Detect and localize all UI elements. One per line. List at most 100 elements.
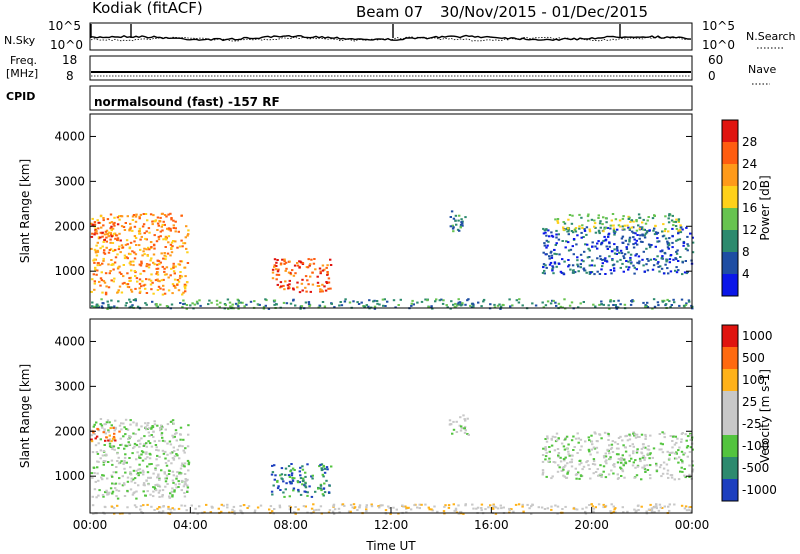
nsearch-trace [90, 36, 691, 42]
power-y-ticks: 1000 2000 3000 4000 [54, 129, 692, 278]
freq-tick-top: 18 [62, 53, 77, 67]
freq-strip: Freq. [MHz] 18 8 60 0 Nave [6, 53, 776, 85]
colorbar-tick-label: -500 [742, 461, 769, 475]
nsky-frame [89, 22, 693, 51]
colorbar-swatch [722, 391, 738, 413]
echo-region-5 [554, 213, 682, 233]
echo-region-0 [90, 212, 190, 296]
nsearch-tick-top: 10^5 [702, 19, 735, 33]
nsky-strip: N.Sky 10^5 10^0 10^5 10^0 N.Search [4, 19, 796, 52]
colorbar-swatch [722, 413, 738, 435]
colorbar-swatch [722, 120, 738, 142]
power-colorbar: 4 8 12 16 20 24 28 [721, 119, 757, 297]
freq-label-1: Freq. [10, 54, 37, 67]
y-tick-label: 2000 [54, 424, 85, 438]
echo-region-5 [91, 503, 693, 515]
colorbar-tick-label: 24 [742, 157, 757, 171]
nsky-label: N.Sky [4, 34, 36, 47]
x-tick-label: 00:00 [73, 518, 108, 532]
colorbar-frame [721, 119, 739, 297]
y-tick-label: 1000 [54, 469, 85, 483]
colorbar-swatch [722, 252, 738, 274]
colorbar-swatch [722, 369, 738, 391]
y-tick-label: 3000 [54, 174, 85, 188]
colorbar-tick-label: 28 [742, 135, 757, 149]
freq-frame [89, 55, 693, 81]
colorbar-swatch [722, 208, 738, 230]
colorbar-tick-label: 500 [742, 351, 765, 365]
nsky-tick-top: 10^5 [48, 19, 81, 33]
velocity-colorbar: 1000 500 100 25 -25 -100 -500 -1000 [721, 324, 777, 502]
nsky-trace [90, 34, 692, 42]
nsearch-label: N.Search [746, 30, 796, 43]
power-frame [89, 113, 693, 309]
colorbar-tick-label: 8 [742, 245, 750, 259]
velocity-data-layer [90, 414, 695, 515]
velocity-y-ticks: 1000 2000 3000 4000 [54, 334, 692, 483]
colorbar-frame [721, 324, 739, 502]
y-tick-label: 4000 [54, 129, 85, 143]
x-tick-label: 00:00 [675, 518, 710, 532]
x-tick-label: 20:00 [574, 518, 609, 532]
power-data-layer [90, 210, 695, 310]
colorbar-tick-label: 16 [742, 201, 757, 215]
echo-region-2 [271, 258, 333, 294]
colorbar-swatch [722, 325, 738, 347]
colorbar-swatch [722, 142, 738, 164]
power-colorbar-title: Power [dB] [758, 175, 772, 240]
colorbar-tick-label: 4 [742, 267, 750, 281]
colorbar-tick-label: 20 [742, 179, 757, 193]
y-tick-label: 1000 [54, 264, 85, 278]
colorbar-tick-label: -100 [742, 439, 769, 453]
colorbar-tick-label: -25 [742, 417, 762, 431]
colorbar-tick-label: 100 [742, 373, 765, 387]
cpid-text: normalsound (fast) -157 RF [94, 95, 280, 109]
colorbar-swatch [722, 347, 738, 369]
colorbar-swatch [722, 435, 738, 457]
colorbar-tick-label: 12 [742, 223, 757, 237]
power-ylabel: Slant Range [km] [18, 159, 32, 263]
velocity-panel: 1000 2000 3000 4000 00:00 04:00 08:00 12:00 16:… [18, 318, 777, 553]
nave-tick-bottom: 0 [708, 69, 716, 83]
echo-region-4 [541, 431, 695, 481]
colorbar-tick-label: 1000 [742, 329, 773, 343]
freq-tick-bottom: 8 [66, 69, 74, 83]
power-panel: 1000 2000 3000 4000 Slant Range [km] 4 8 12 16… [18, 113, 772, 310]
x-tick-label: 08:00 [273, 518, 308, 532]
time-xlabel: Time UT [365, 539, 416, 553]
date-range: 30/Nov/2015 - 01/Dec/2015 [440, 3, 648, 21]
colorbar-tick-label: -1000 [742, 483, 777, 497]
station-title: Kodiak (fitACF) [92, 0, 203, 17]
colorbar-swatch [722, 164, 738, 186]
echo-region-3 [448, 414, 470, 436]
cpid-frame [89, 85, 693, 111]
x-tick-label: 04:00 [173, 518, 208, 532]
velocity-ylabel: Slant Range [km] [18, 364, 32, 468]
beam-label: Beam 07 [356, 3, 423, 21]
echo-region-3 [449, 210, 467, 233]
colorbar-swatch [722, 274, 738, 296]
echo-region-4 [541, 226, 695, 276]
x-tick-label: 16:00 [474, 518, 509, 532]
colorbar-tick-label: 25 [742, 395, 757, 409]
y-tick-label: 3000 [54, 379, 85, 393]
x-tick-label: 12:00 [374, 518, 409, 532]
echo-region-1 [90, 221, 122, 242]
colorbar-swatch [722, 457, 738, 479]
cpid-label: CPID [6, 90, 35, 103]
velocity-colorbar-title: Velocity [m s-1] [758, 369, 772, 463]
nsearch-tick-bottom: 10^0 [702, 38, 735, 52]
y-tick-label: 4000 [54, 334, 85, 348]
nave-label: Nave [748, 63, 776, 76]
freq-label-2: [MHz] [6, 67, 38, 80]
echo-region-0 [90, 418, 191, 500]
colorbar-swatch [722, 230, 738, 252]
colorbar-swatch [722, 479, 738, 501]
y-tick-label: 2000 [54, 219, 85, 233]
echo-region-2 [270, 463, 333, 498]
colorbar-swatch [722, 186, 738, 208]
nave-tick-top: 60 [708, 53, 723, 67]
nsky-tick-bottom: 10^0 [50, 38, 83, 52]
time-x-ticks: 00:00 04:00 08:00 12:00 16:00 20:00 00:00 [73, 507, 710, 532]
